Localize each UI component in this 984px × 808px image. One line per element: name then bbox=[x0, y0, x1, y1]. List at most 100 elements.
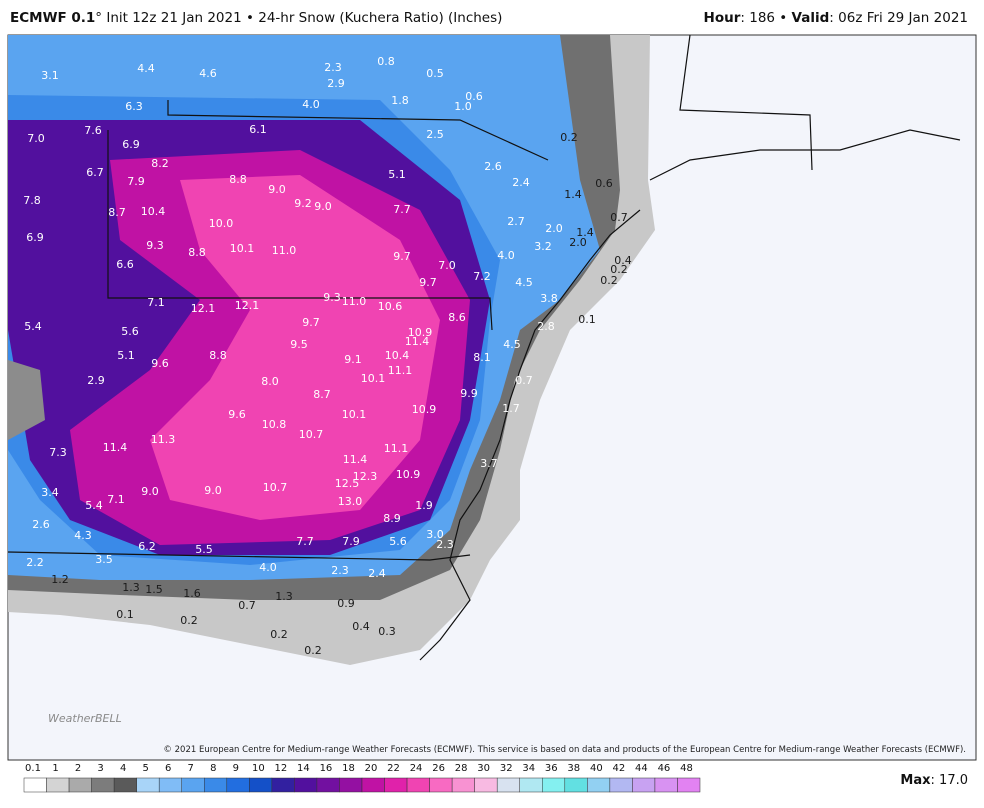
map: 3.14.4 4.6 2.3 0.80.52.91.8 0.61.06.3 4.07.07… bbox=[7, 34, 977, 761]
snow-amount: 10.0 bbox=[209, 217, 234, 230]
snow-amount: 0.6 bbox=[595, 177, 613, 190]
colorbar-label: 10 bbox=[252, 763, 265, 774]
colorbar-label: 6 bbox=[165, 763, 171, 774]
snow-amount: 12.1 bbox=[191, 302, 216, 315]
colorbar-cell bbox=[46, 777, 70, 793]
snow-amount: 4.5 bbox=[515, 276, 533, 289]
snow-amount: 2.4 bbox=[512, 176, 530, 189]
snow-amount: 10.7 bbox=[263, 481, 288, 494]
colorbar-cell bbox=[294, 777, 318, 793]
colorbar-label: 1 bbox=[52, 763, 58, 774]
snow-amount: 8.9 bbox=[383, 512, 401, 525]
colorbar-label: 8 bbox=[210, 763, 216, 774]
snow-amount: 6.6 bbox=[116, 258, 134, 271]
snow-amount: 0.2 bbox=[610, 263, 628, 276]
snow-amount: 10.7 bbox=[299, 428, 324, 441]
colorbar-label: 28 bbox=[455, 763, 468, 774]
snow-amount: 6.7 bbox=[86, 166, 104, 179]
max-label: Max bbox=[900, 773, 931, 788]
coastline bbox=[419, 209, 641, 661]
snow-amount: 2.0 bbox=[569, 236, 587, 249]
colorbar-cell bbox=[677, 777, 701, 793]
colorbar-label: 12 bbox=[274, 763, 287, 774]
snow-amount: 2.3 bbox=[324, 61, 342, 74]
logo: WeatherBELL bbox=[48, 712, 122, 725]
colorbar-label: 44 bbox=[635, 763, 648, 774]
snow-amount: 7.0 bbox=[27, 132, 45, 145]
snow-amount: 9.1 bbox=[344, 353, 362, 366]
snow-amount: 10.9 bbox=[412, 403, 437, 416]
snow-amount: 1.3 bbox=[275, 590, 293, 603]
colorbar-cell bbox=[564, 777, 588, 793]
colorbar-cell bbox=[474, 777, 498, 793]
snow-amount: 1.5 bbox=[145, 583, 163, 596]
snow-amount: 0.8 bbox=[377, 55, 395, 68]
valid-label: Valid bbox=[792, 10, 830, 26]
snow-amount: 0.2 bbox=[304, 644, 322, 657]
colorbar-cell bbox=[204, 777, 228, 793]
snow-amount: 9.3 bbox=[146, 239, 164, 252]
snow-amount: 11.4 bbox=[343, 453, 368, 466]
snow-amount: 6.1 bbox=[249, 123, 267, 136]
snow-amount: 7.9 bbox=[342, 535, 360, 548]
max: Max: 17.0 bbox=[900, 773, 968, 788]
model: ECMWF 0.1 bbox=[10, 10, 95, 26]
colorbar-label: 16 bbox=[320, 763, 333, 774]
snow-amount: 0.4 bbox=[352, 620, 370, 633]
snow-amount: 11.4 bbox=[103, 441, 128, 454]
colorbar-label: 0.1 bbox=[25, 763, 41, 774]
snow-amount: 9.7 bbox=[419, 276, 437, 289]
snow-amount: 0.3 bbox=[378, 625, 396, 638]
colorbar-label: 20 bbox=[365, 763, 378, 774]
snow-amount: 8.0 bbox=[261, 375, 279, 388]
max-value: : 17.0 bbox=[931, 773, 968, 788]
colorbar-cell bbox=[226, 777, 250, 793]
snow-amount: 7.8 bbox=[23, 194, 41, 207]
colorbar-label: 42 bbox=[612, 763, 625, 774]
colorbar-label: 46 bbox=[658, 763, 671, 774]
snow-amount: 1.0 bbox=[454, 100, 472, 113]
colorbar: 0.1 1 2 3 4 5 6 7 8 9 10 12 14 16 18 20 22 24 26 28 30 32 34 36… bbox=[23, 763, 701, 793]
state-border bbox=[107, 130, 493, 331]
snow-band bbox=[150, 175, 440, 520]
snow-amount: 2.2 bbox=[26, 556, 44, 569]
snow-amount: 3.2 bbox=[534, 240, 552, 253]
snow-amount: 0.2 bbox=[270, 628, 288, 641]
snow-amount: 7.2 bbox=[473, 270, 491, 283]
snow-amount: 7.1 bbox=[107, 493, 125, 506]
copyright: © 2021 European Centre for Medium-range … bbox=[163, 745, 966, 755]
snow-amount: 8.8 bbox=[188, 246, 206, 259]
snow-amount: 6.9 bbox=[26, 231, 44, 244]
snow-amount: 1.2 bbox=[51, 573, 69, 586]
snow-amount: 2.8 bbox=[537, 320, 555, 333]
snow-amount: 9.9 bbox=[460, 387, 478, 400]
coastline bbox=[649, 129, 961, 181]
snow-amount: 0.2 bbox=[180, 614, 198, 627]
snow-amount: 0.6 bbox=[465, 90, 483, 103]
colorbar-cell bbox=[271, 777, 295, 793]
colorbar-label: 5 bbox=[142, 763, 148, 774]
snow-amount: 4.0 bbox=[259, 561, 277, 574]
snow-amount: 4.6 bbox=[199, 67, 217, 80]
snow-amount: 0.9 bbox=[337, 597, 355, 610]
snow-amount: 11.1 bbox=[384, 442, 409, 455]
snow-amount: 5.6 bbox=[121, 325, 139, 338]
snow-amount: 0.4 bbox=[614, 254, 632, 267]
snow-amount: 4.0 bbox=[497, 249, 515, 262]
colorbar-cell bbox=[158, 777, 182, 793]
snow-amount: 12.5 bbox=[335, 477, 360, 490]
hour: : 186 • bbox=[740, 10, 791, 26]
snow-amount: 5.1 bbox=[117, 349, 135, 362]
colorbar-cell bbox=[384, 777, 408, 793]
snow-amount: 5.1 bbox=[388, 168, 406, 181]
snow-band bbox=[8, 360, 45, 440]
snow-amount: 0.7 bbox=[238, 599, 256, 612]
snow-amount: 3.7 bbox=[480, 457, 498, 470]
snow-amount: 0.7 bbox=[610, 211, 628, 224]
snow-amount: 5.4 bbox=[85, 499, 103, 512]
colorbar-cell bbox=[587, 777, 611, 793]
snow-amount: 3.8 bbox=[540, 292, 558, 305]
snow-amount: 1.7 bbox=[502, 402, 520, 415]
snow-amount: 2.9 bbox=[327, 77, 345, 90]
